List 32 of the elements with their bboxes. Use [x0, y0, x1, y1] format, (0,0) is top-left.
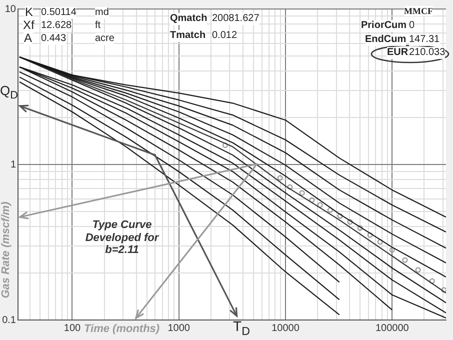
annotation: EndCum — [365, 34, 406, 46]
annotation: 147.31 — [409, 34, 440, 46]
annotation: acre — [95, 33, 114, 44]
annotation: A — [24, 31, 32, 46]
annotation: Tmatch — [170, 30, 206, 42]
annotation: EUR — [387, 47, 408, 58]
x-axis-title: Time (months) — [84, 323, 160, 335]
annotation: 20081.627 — [212, 13, 260, 24]
x-tick-label: 100 — [64, 322, 82, 334]
annotation: Qmatch — [170, 13, 208, 24]
annotation: 210.033 — [409, 47, 446, 58]
x-tick-label: 100000 — [375, 322, 410, 334]
annotation: 0.443 — [41, 33, 66, 44]
annotation: 12.628 — [41, 20, 72, 32]
x-tick-label: 1000 — [168, 322, 190, 334]
x-tick-label: 10000 — [272, 322, 300, 334]
annotation: K — [25, 5, 34, 20]
annotation: T$_{D}$ — [233, 318, 250, 338]
y-tick-label: 0.1 — [2, 314, 16, 326]
annotation: 0.012 — [212, 30, 238, 42]
annotation: Xf — [23, 18, 34, 33]
annotation: Type Curve Developed for b=2.11 — [84, 219, 160, 257]
annotation: ft — [95, 20, 101, 32]
y-axis-title: Gas Rate (mscf/m) — [0, 202, 12, 298]
annotation: md — [95, 7, 109, 18]
y-tick-label: 1 — [10, 159, 16, 170]
annotation: MMCF — [404, 6, 433, 16]
annotation: 0 — [409, 20, 415, 32]
annotation: PriorCum — [361, 20, 407, 32]
annotation: Q$_{D}$ — [0, 83, 18, 102]
y-tick-label: 10 — [4, 4, 16, 15]
annotation: 0.50114 — [41, 7, 76, 18]
